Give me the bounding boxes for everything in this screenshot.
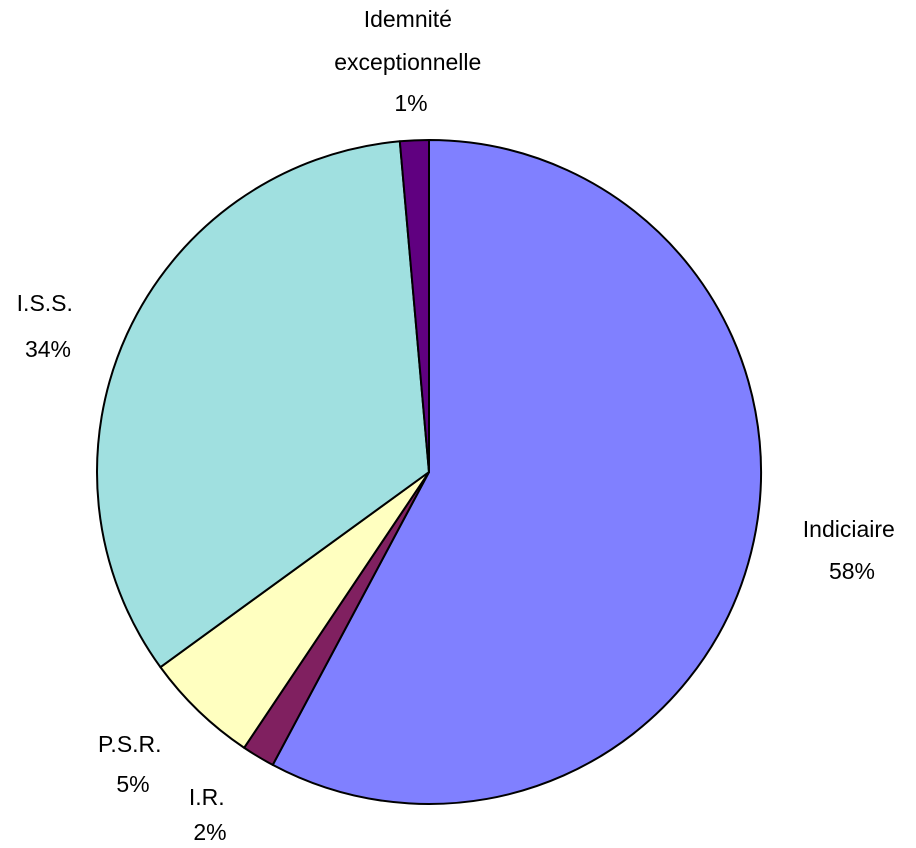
label-psr: P.S.R. 5% <box>98 731 168 797</box>
label-ir: I.R. 2% <box>189 784 231 845</box>
label-iss: I.S.S. 34% <box>17 290 80 362</box>
label-indemnite-percent: 1% <box>394 90 427 116</box>
pie-slices <box>96 138 762 805</box>
label-ir-percent: 2% <box>193 819 226 845</box>
label-indemnite-name-line2: exceptionnelle <box>334 49 481 75</box>
label-indiciaire-name: Indiciaire <box>803 516 895 542</box>
label-indemnite: Idemnité exceptionnelle 1% <box>334 6 487 116</box>
label-psr-percent: 5% <box>116 771 149 797</box>
pie-slice-i-s-s <box>96 140 430 669</box>
label-ir-name: I.R. <box>189 784 225 810</box>
label-iss-percent: 34% <box>25 336 71 362</box>
label-indiciaire-percent: 58% <box>829 558 875 584</box>
pie-slice-indiciaire <box>271 139 762 805</box>
label-psr-name: P.S.R. <box>98 731 162 757</box>
label-indemnite-name-line1: Idemnité <box>364 6 452 32</box>
pie-slice-idemnite-exceptionnelle <box>398 138 430 473</box>
label-iss-name: I.S.S. <box>17 290 73 316</box>
label-indiciaire: Indiciaire 58% <box>803 516 901 584</box>
